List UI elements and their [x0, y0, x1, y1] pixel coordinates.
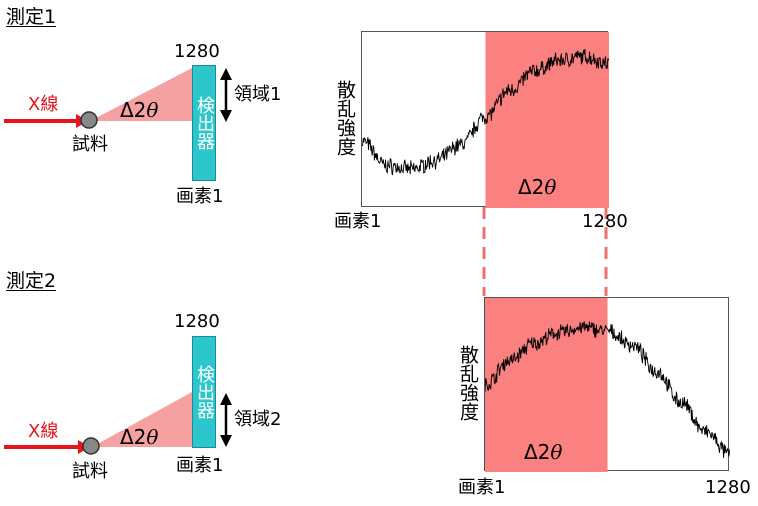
beam-fan-1 — [90, 68, 192, 121]
detector-2: 検出器 — [192, 336, 216, 448]
detector-top-label-1: 1280 — [174, 41, 220, 62]
chart-2-series-line — [485, 321, 730, 459]
chart-2-frame: Δ2θ — [484, 297, 730, 472]
beam-fan-2 — [92, 392, 192, 447]
chart-1-x-start-label: 画素1 — [334, 211, 382, 232]
chart-1-x-end-label: 1280 — [582, 211, 628, 232]
xray-label-2: X線 — [28, 421, 59, 442]
angle-label-1: Δ2θ — [120, 98, 159, 122]
detector-top-label-2: 1280 — [174, 311, 220, 332]
angle-label-2: Δ2θ — [120, 425, 159, 449]
sample-circle-1 — [80, 111, 98, 129]
region-label-1: 領域1 — [234, 84, 282, 105]
chart-1-series-line — [362, 48, 609, 176]
chart-1-band-label: Δ2θ — [518, 175, 557, 199]
sample-circle-2 — [82, 437, 100, 455]
region-label-2: 領域2 — [234, 409, 282, 430]
chart-1-frame: Δ2θ — [361, 31, 609, 208]
chart-2-ylabel: 散乱強度 — [457, 345, 479, 421]
detector-bottom-label-2: 画素1 — [176, 455, 224, 476]
xray-label-1: X線 — [28, 94, 59, 115]
sample-label-1: 試料 — [72, 134, 108, 155]
chart-1-ylabel: 散乱強度 — [334, 80, 356, 156]
detector-label-1: 検出器 — [194, 96, 215, 150]
measurement2-title: 測定2 — [6, 270, 57, 292]
chart-2-x-start-label: 画素1 — [458, 477, 506, 498]
chart-2-band-label: Δ2θ — [524, 440, 563, 464]
sample-label-2: 試料 — [72, 461, 108, 482]
chart-2-plot — [485, 298, 730, 472]
chart-2-x-end-label: 1280 — [705, 477, 751, 498]
measurement1-title: 測定1 — [6, 6, 57, 28]
detector-label-2: 検出器 — [194, 365, 215, 419]
detector-1: 検出器 — [192, 65, 216, 181]
chart-1-plot — [362, 32, 609, 208]
detector-bottom-label-1: 画素1 — [176, 186, 224, 207]
